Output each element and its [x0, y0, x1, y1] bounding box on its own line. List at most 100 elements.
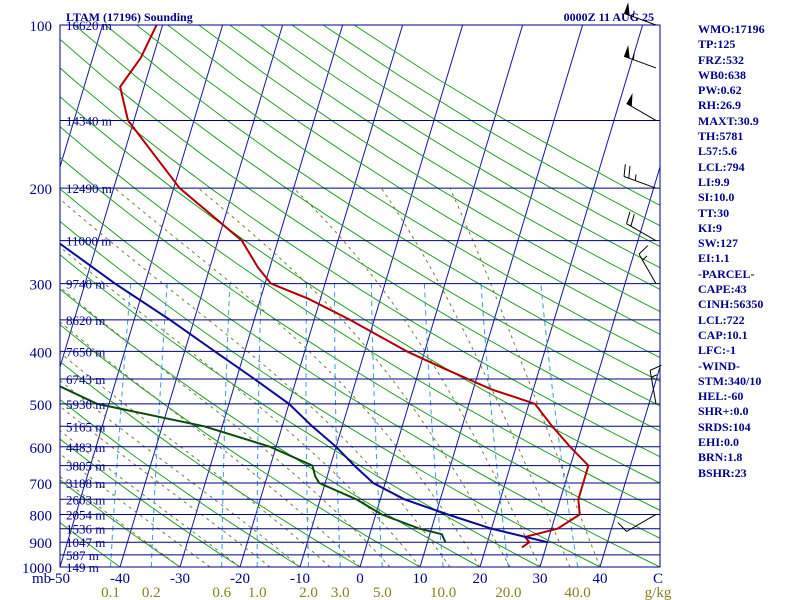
pressure-tick-label: 200 — [30, 182, 53, 198]
mixing-ratio-label: 40.0 — [565, 585, 591, 600]
temperature-tick-label: 20 — [473, 571, 488, 587]
index-entry: L57:5.6 — [698, 144, 737, 159]
plot-background — [60, 25, 660, 567]
pressure-tick-label: 300 — [30, 278, 53, 294]
wind-barb-flag — [626, 211, 631, 224]
wind-barb-staff — [623, 55, 657, 69]
height-label: 11000 m — [66, 234, 111, 249]
index-entry: BRN:1.8 — [698, 450, 743, 465]
wind-barb-staff — [638, 253, 657, 284]
temperature-tick-label: 40 — [593, 571, 608, 587]
moist-adiabat-line — [197, 187, 511, 567]
temperature-tick-label: -10 — [290, 571, 310, 587]
index-entry: EI:1.1 — [698, 251, 730, 266]
isotherm-line — [599, 365, 660, 567]
pressure-tick-label: 900 — [30, 536, 53, 552]
wind-barb-staff — [626, 514, 657, 532]
mixing-ratio-label: 0.6 — [212, 585, 231, 600]
moist-adiabat-line — [380, 187, 571, 567]
pressure-tick-label: 600 — [30, 441, 53, 457]
height-label: 5165 m — [66, 419, 105, 434]
pressure-tick-label: 1000 — [22, 561, 52, 577]
index-entry: -WIND- — [698, 358, 740, 373]
temperature-tick-label: -20 — [230, 571, 250, 587]
isotherm-line — [299, 25, 464, 567]
index-entry: TT:30 — [698, 205, 730, 220]
isotherm-line — [539, 165, 660, 567]
isotherm-line — [479, 25, 644, 567]
index-entry: WMO:17196 — [698, 22, 765, 36]
height-label: 6743 m — [66, 372, 105, 387]
height-label: 16620 m — [66, 18, 112, 33]
height-label: 1047 m — [66, 535, 105, 550]
wind-barb — [623, 164, 657, 189]
moist-adiabat-line — [60, 475, 181, 567]
index-entry: CINH:56350 — [698, 297, 764, 312]
wind-barb-flag — [630, 214, 635, 227]
index-entry: KI:9 — [698, 220, 722, 235]
wind-barb — [649, 364, 662, 404]
wind-barb-half-flag — [642, 255, 648, 261]
profile-line-1 — [60, 242, 548, 544]
height-label: 9740 m — [66, 277, 105, 292]
isotherm-line — [60, 25, 164, 369]
height-label: 2054 m — [66, 507, 105, 522]
wind-barb-half-flag — [632, 53, 635, 60]
height-label: 3805 m — [66, 459, 105, 474]
index-entry: SI:10.0 — [698, 190, 735, 205]
wind-barb-pennant — [624, 2, 630, 16]
mixing-ratio-unit-label: g/kg — [645, 585, 672, 600]
height-label: 14340 m — [66, 113, 112, 128]
temperature-tick-label: -50 — [50, 571, 70, 587]
index-entry: SHR+:0.0 — [698, 404, 749, 419]
index-entry: SRDS:104 — [698, 419, 751, 434]
profile-line-0 — [119, 25, 590, 549]
wind-barb-half-flag — [634, 174, 637, 181]
height-label: 5930 m — [66, 397, 105, 412]
wind-barb — [617, 514, 657, 532]
wind-barb-flag — [638, 245, 649, 255]
isotherm-line — [419, 25, 584, 567]
index-entry: LCL:794 — [698, 159, 745, 174]
pressure-tick-label: 100 — [30, 19, 53, 35]
index-entry: HEL:-60 — [698, 389, 744, 404]
index-entry: LCL:722 — [698, 312, 745, 327]
temperature-tick-label: -30 — [170, 571, 190, 587]
wind-barb-half-flag — [632, 10, 635, 17]
plot-frame — [59, 24, 661, 568]
height-label: 587 m — [66, 548, 99, 563]
mixing-ratio-label: 5.0 — [373, 585, 392, 600]
mixing-ratio-label: 2.0 — [299, 585, 318, 600]
temperature-unit-label: C — [653, 571, 663, 587]
pressure-tick-label: 700 — [30, 477, 53, 493]
wind-barb-staff — [623, 12, 657, 26]
temperature-tick-label: 10 — [413, 571, 428, 587]
index-entry: WB0:638 — [698, 67, 746, 82]
mixing-ratio-label: 1.0 — [248, 585, 267, 600]
height-label: 4483 m — [66, 440, 105, 455]
wind-barb — [623, 2, 657, 26]
index-entry: MAXT:30.9 — [698, 113, 759, 128]
mixing-ratio-label: 0.2 — [142, 585, 161, 600]
height-label: 3188 m — [66, 476, 105, 491]
wind-barb-staff — [649, 370, 657, 404]
wind-barb — [626, 93, 657, 121]
isotherm-line — [239, 25, 404, 567]
height-label: 1536 m — [66, 522, 105, 537]
wind-barb-pennant — [624, 45, 630, 59]
isotherm-line — [60, 25, 224, 567]
index-entry: TH:5781 — [698, 129, 744, 144]
pressure-tick-label: 400 — [30, 345, 53, 361]
wind-barb-pennant — [626, 93, 633, 107]
profile-line-2 — [60, 385, 447, 543]
wind-barb-flag — [628, 165, 631, 179]
height-label: 8620 m — [66, 313, 105, 328]
mixing-ratio-label: 3.0 — [331, 585, 350, 600]
moist-adiabat-line — [60, 246, 421, 567]
temperature-tick-label: 30 — [533, 571, 548, 587]
height-label: 12490 m — [66, 181, 112, 196]
wind-barb-staff — [626, 223, 657, 242]
isotherm-line — [359, 25, 524, 567]
index-entry: -PARCEL- — [698, 266, 755, 281]
